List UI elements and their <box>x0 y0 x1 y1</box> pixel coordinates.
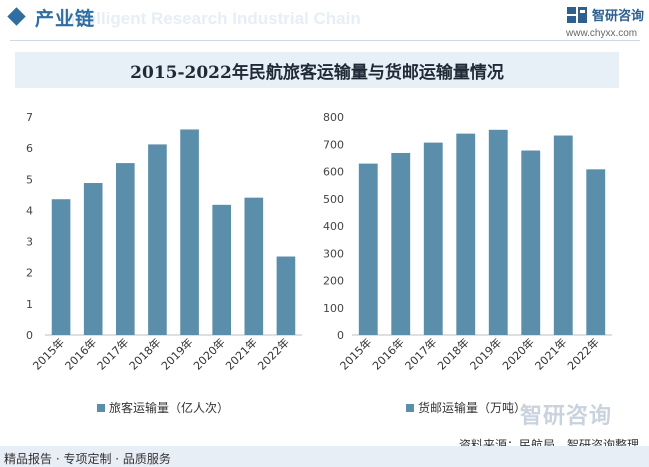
y-tick-label: 6 <box>26 142 33 155</box>
y-tick-label: 4 <box>26 204 33 217</box>
bar <box>51 199 71 335</box>
x-tick-label: 2021年 <box>532 335 569 372</box>
legend-label: 货邮运输量（万吨） <box>418 400 526 415</box>
x-tick-label: 2019年 <box>158 335 195 372</box>
y-tick-label: 100 <box>323 302 344 315</box>
x-tick-label: 2021年 <box>222 335 259 372</box>
bar <box>488 129 508 335</box>
bar <box>115 163 135 335</box>
y-tick-label: 0 <box>337 329 344 342</box>
x-tick-label: 2017年 <box>94 335 131 372</box>
watermark-bottom: 智研咨询 <box>520 404 613 429</box>
brand-url: www.chyxx.com <box>566 28 638 39</box>
bar <box>521 150 541 335</box>
y-tick-label: 0 <box>26 329 33 342</box>
bar <box>456 133 476 335</box>
x-tick-label: 2019年 <box>467 335 504 372</box>
bar <box>586 169 606 335</box>
bar <box>276 256 296 335</box>
header-bar: Intelligent Research Industrial Chain 产业… <box>0 0 649 40</box>
watermark-english: Intelligent Research Industrial Chain <box>66 9 361 28</box>
y-tick-label: 600 <box>323 166 344 179</box>
bar <box>423 142 443 335</box>
x-tick-label: 2015年 <box>30 335 67 372</box>
y-tick-label: 200 <box>323 275 344 288</box>
x-tick-label: 2018年 <box>126 335 163 372</box>
bar <box>83 183 103 335</box>
y-tick-label: 400 <box>323 220 344 233</box>
footer-slogan: 精品报告 · 专项定制 · 品质服务 <box>4 452 171 466</box>
x-tick-label: 2016年 <box>62 335 99 372</box>
legend-label: 旅客运输量（亿人次） <box>109 400 229 415</box>
legend-swatch <box>97 404 105 412</box>
x-tick-label: 2020年 <box>499 335 536 372</box>
x-tick-label: 2016年 <box>369 335 406 372</box>
y-tick-label: 1 <box>26 298 33 311</box>
brand-logo-icon <box>567 7 587 23</box>
y-tick-label: 500 <box>323 193 344 206</box>
x-tick-label: 2022年 <box>255 335 292 372</box>
footer-bar <box>0 446 649 467</box>
y-tick-label: 3 <box>26 236 33 249</box>
bar <box>148 144 167 335</box>
bar <box>244 197 264 335</box>
chart-title: 2015-2022年民航旅客运输量与货邮运输量情况 <box>130 62 504 83</box>
y-tick-label: 700 <box>323 138 344 151</box>
y-tick-label: 800 <box>323 111 344 124</box>
legend-swatch <box>406 404 414 412</box>
brand-name: 智研咨询 <box>592 9 645 24</box>
x-tick-label: 2020年 <box>190 335 227 372</box>
bar <box>553 135 573 335</box>
y-tick-label: 300 <box>323 247 344 260</box>
header-divider <box>10 40 640 41</box>
bar <box>212 204 232 335</box>
bar <box>358 163 378 335</box>
x-tick-label: 2017年 <box>402 335 439 372</box>
y-tick-label: 2 <box>26 267 33 280</box>
y-tick-label: 5 <box>26 173 33 186</box>
section-title: 产业链 <box>35 8 96 30</box>
y-tick-label: 7 <box>26 111 33 124</box>
chart-title-box: 2015-2022年民航旅客运输量与货邮运输量情况 <box>15 52 619 88</box>
bar <box>180 129 199 335</box>
x-tick-label: 2022年 <box>564 335 601 372</box>
x-tick-label: 2018年 <box>434 335 471 372</box>
bar <box>391 152 411 335</box>
